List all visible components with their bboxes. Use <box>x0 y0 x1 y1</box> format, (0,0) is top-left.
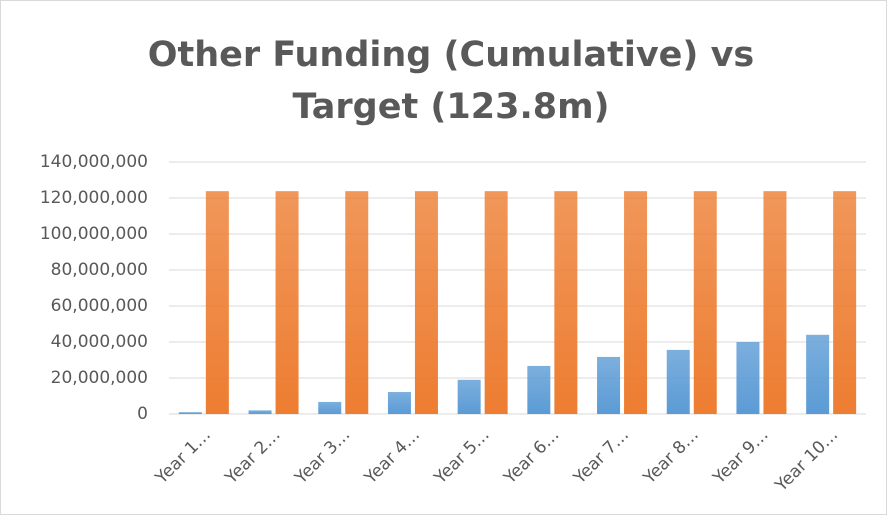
bar <box>178 412 202 414</box>
bar <box>693 191 717 414</box>
x-tick-label: Year 7… <box>569 425 633 489</box>
bar <box>554 191 578 414</box>
y-tick-label: 40,000,000 <box>51 332 148 352</box>
bar <box>806 334 830 414</box>
y-tick-label: 100,000,000 <box>40 224 148 244</box>
y-tick-label: 140,000,000 <box>40 152 148 172</box>
bar <box>318 401 342 414</box>
y-tick-label: 120,000,000 <box>40 188 148 208</box>
bar <box>763 191 787 414</box>
bar <box>275 191 299 414</box>
bar <box>624 191 648 414</box>
bar <box>345 191 369 414</box>
x-tick-label: Year 2… <box>221 425 285 489</box>
x-tick-label: Year 6… <box>500 425 564 489</box>
bar <box>527 365 551 414</box>
x-tick-label: Year 5… <box>430 425 494 489</box>
bar <box>736 342 760 414</box>
y-tick-label: 60,000,000 <box>51 296 148 316</box>
bar <box>597 356 621 414</box>
x-tick-label: Year 3… <box>291 425 355 489</box>
x-tick-label: Year 9… <box>709 425 773 489</box>
x-tick-label: Year 1… <box>151 425 215 489</box>
bar <box>205 191 229 414</box>
bar <box>414 191 438 414</box>
bar <box>833 191 857 414</box>
chart-title: Other Funding (Cumulative) vs Target (12… <box>147 35 755 127</box>
y-tick-label: 80,000,000 <box>51 260 148 280</box>
bar <box>457 379 481 414</box>
bar <box>666 349 690 414</box>
bar <box>387 392 411 414</box>
y-tick-label: 0 <box>137 404 148 424</box>
bar <box>484 191 508 414</box>
bar <box>248 410 272 414</box>
x-tick-label: Year 8… <box>639 425 703 489</box>
y-tick-label: 20,000,000 <box>51 368 148 388</box>
x-tick-label: Year 10… <box>771 425 842 496</box>
x-tick-label: Year 4… <box>360 425 424 489</box>
